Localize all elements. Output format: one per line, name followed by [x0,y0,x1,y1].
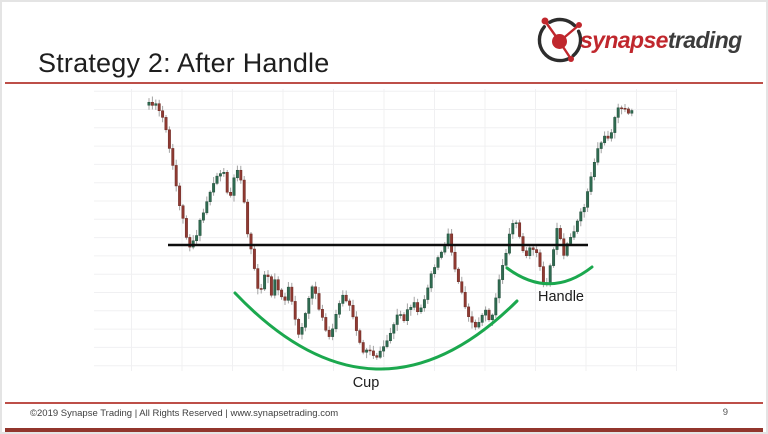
brand-wordmark: synapsetrading [580,27,742,54]
title-divider [5,82,763,84]
brand-name-secondary: trading [667,27,742,53]
brand-logo: synapsetrading [536,14,748,70]
brand-name-primary: synapse [580,27,668,53]
page-title: Strategy 2: After Handle [38,48,330,78]
cup-annotation-label: Cup [352,375,380,391]
synapse-network-icon [537,17,583,63]
footer-copyright: ©2019 Synapse Trading | All Rights Reser… [30,408,339,419]
footer-divider [5,402,763,404]
handle-annotation-label: Handle [538,289,584,305]
page-number: 9 [722,407,728,418]
bottom-accent-bar [5,428,763,432]
